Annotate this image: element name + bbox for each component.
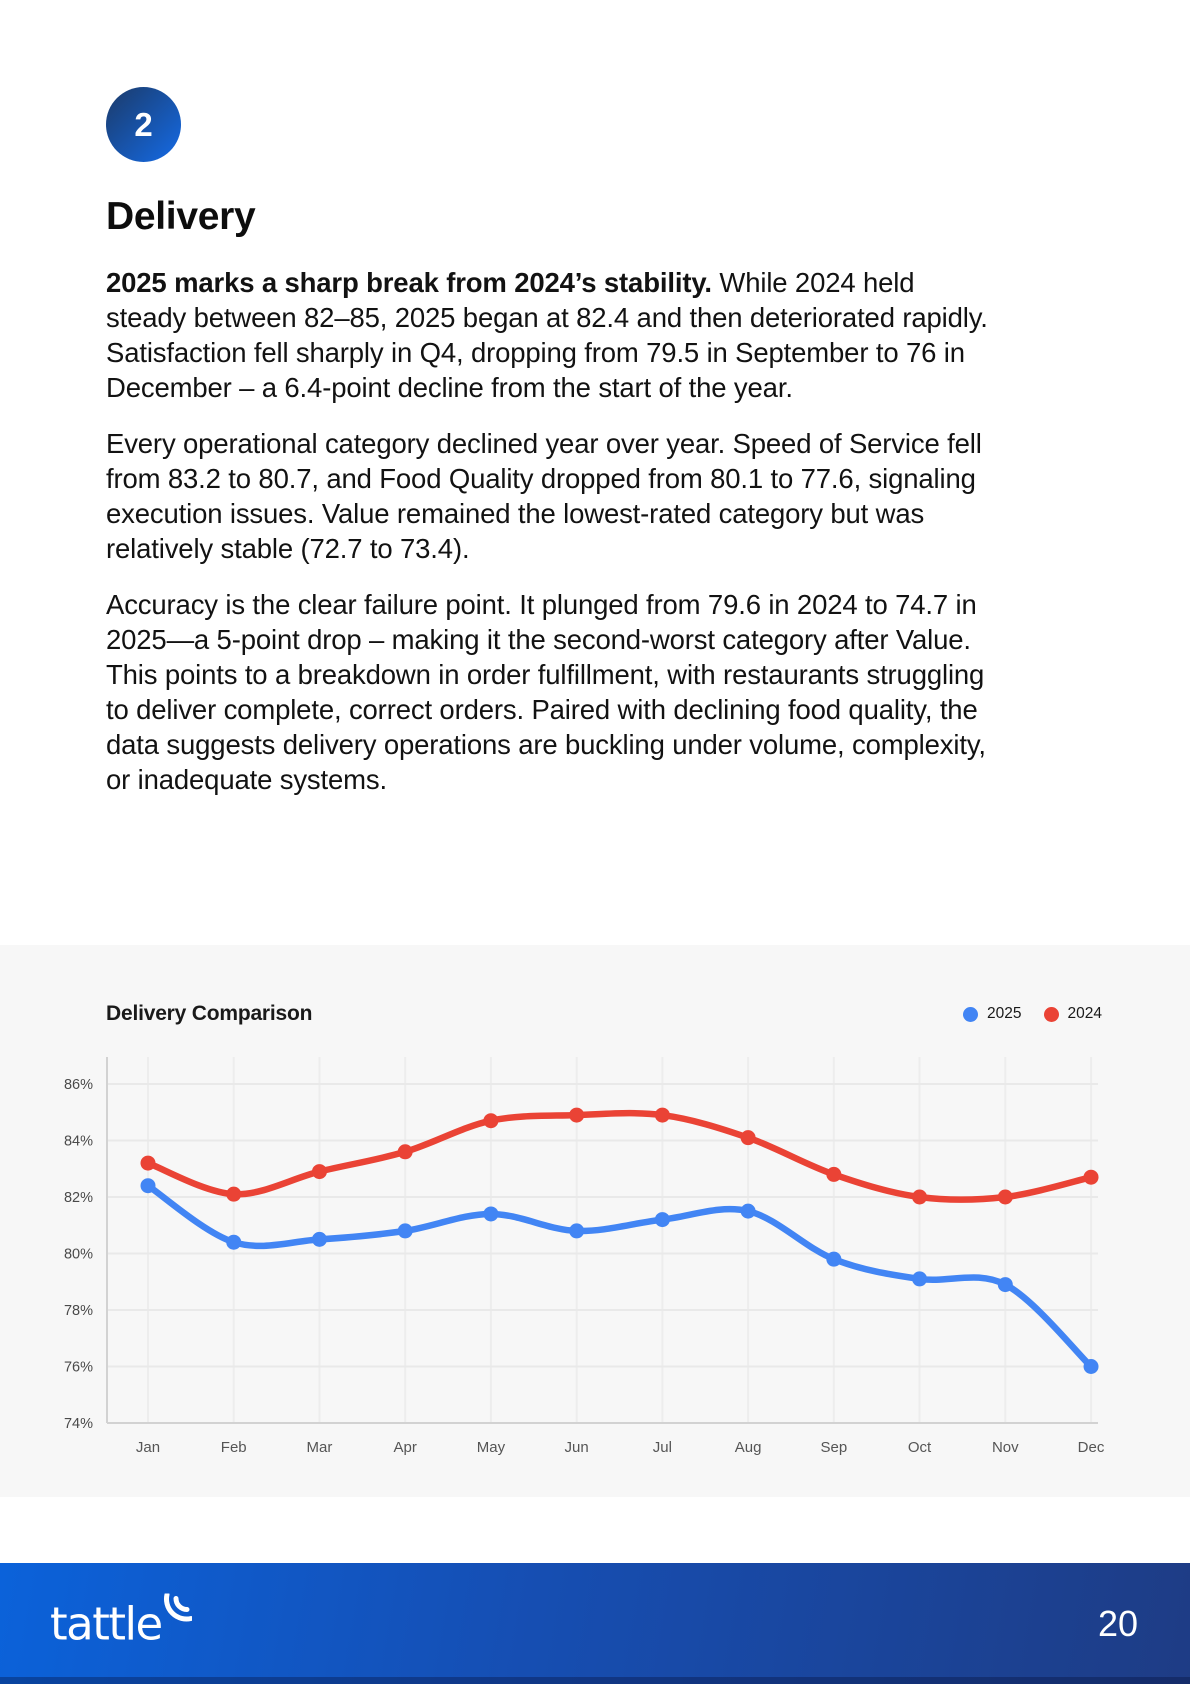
svg-text:Jun: Jun <box>565 1439 589 1456</box>
legend-item-2025: 2025 <box>963 1005 1022 1023</box>
tattle-logo-text: tattle <box>50 1597 163 1650</box>
body-copy: 2025 marks a sharp break from 2024’s sta… <box>106 265 1090 797</box>
legend-dot-icon <box>1043 1006 1059 1022</box>
svg-text:Jan: Jan <box>136 1439 160 1456</box>
paragraph-2: Every operational category declined year… <box>106 426 998 566</box>
legend-label: 2025 <box>987 1005 1022 1022</box>
svg-text:Feb: Feb <box>221 1439 247 1456</box>
delivery-chart-svg: 86% 84% 82% 80% 78% 76% 74% Jan Feb Mar Apr May Jun J… <box>64 1057 1105 1456</box>
signal-arcs-icon <box>163 1593 192 1621</box>
paragraph-1: 2025 marks a sharp break from 2024’s sta… <box>106 265 998 405</box>
paragraph-1-lead: 2025 marks a sharp break from 2024’s sta… <box>106 267 712 298</box>
svg-text:84%: 84% <box>64 1134 93 1150</box>
svg-text:78%: 78% <box>64 1303 93 1319</box>
svg-text:74%: 74% <box>64 1416 93 1432</box>
page-number: 20 <box>1097 1602 1138 1644</box>
svg-text:82%: 82% <box>64 1190 93 1206</box>
paragraph-3-text: Accuracy is the clear failure point. It … <box>106 589 986 795</box>
footer-bar: tattle 20 <box>0 1563 1190 1684</box>
svg-text:Mar: Mar <box>307 1439 333 1456</box>
svg-text:Aug: Aug <box>735 1439 762 1456</box>
svg-text:Nov: Nov <box>992 1439 1019 1456</box>
page-title: Delivery <box>106 195 256 238</box>
paragraph-3: Accuracy is the clear failure point. It … <box>106 587 998 797</box>
section-number-badge: 2 <box>106 87 181 162</box>
paragraph-2-text: Every operational category declined year… <box>106 428 982 564</box>
legend-item-2024: 2024 <box>1043 1005 1102 1023</box>
svg-text:Dec: Dec <box>1078 1439 1105 1456</box>
chart-legend: 2025 2024 <box>963 1005 1102 1023</box>
svg-text:May: May <box>477 1439 506 1456</box>
chart-header: Delivery Comparison 2025 2024 <box>106 1002 1102 1026</box>
legend-dot-icon <box>963 1006 979 1022</box>
chart-panel: 86% 84% 82% 80% 78% 76% 74% Jan Feb Mar Apr May Jun J… <box>0 945 1190 1497</box>
page-content: 2 Delivery 2025 marks a sharp break from… <box>0 0 1190 797</box>
svg-text:86%: 86% <box>64 1077 93 1093</box>
svg-text:76%: 76% <box>64 1360 93 1376</box>
svg-text:Oct: Oct <box>908 1439 932 1456</box>
svg-text:Sep: Sep <box>820 1439 847 1456</box>
svg-text:80%: 80% <box>64 1247 93 1263</box>
section-number: 2 <box>134 105 153 143</box>
legend-label: 2024 <box>1067 1005 1102 1022</box>
tattle-logo: tattle <box>50 1593 192 1650</box>
svg-text:Jul: Jul <box>653 1439 672 1456</box>
paragraph-1-text: While 2024 held steady between 82–85, 20… <box>106 267 988 403</box>
svg-text:Apr: Apr <box>394 1439 417 1456</box>
chart-title: Delivery Comparison <box>106 1002 313 1025</box>
